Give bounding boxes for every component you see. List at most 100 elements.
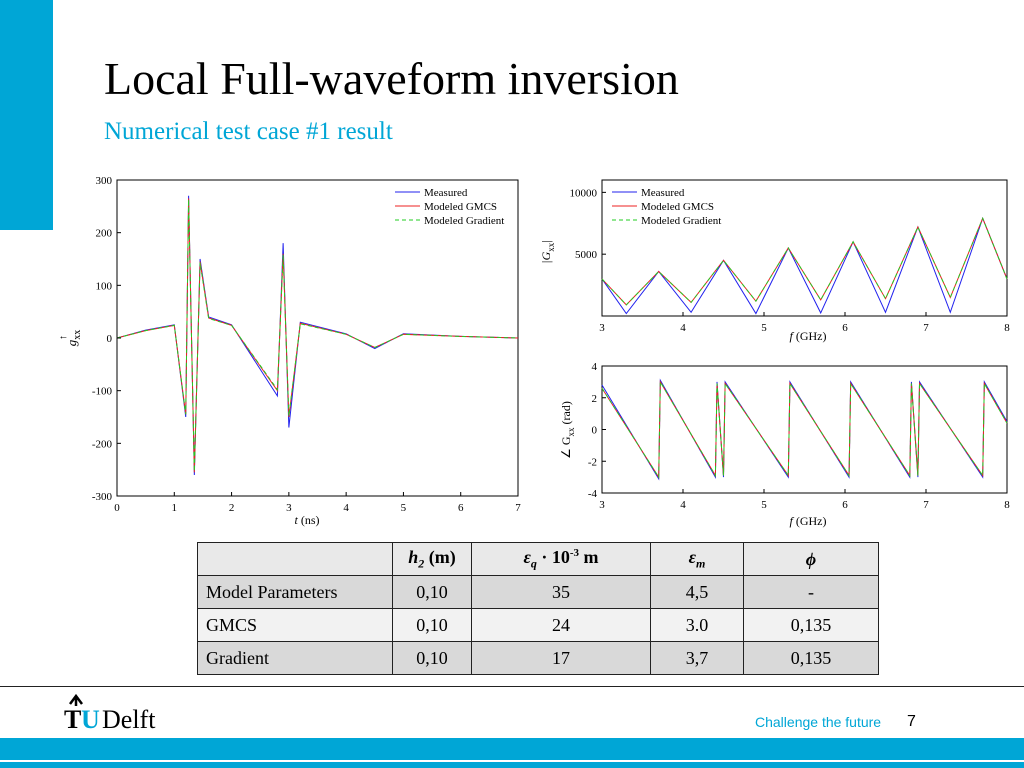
cell-eq: 24 <box>471 608 651 642</box>
x-tick-label: 3 <box>599 499 605 511</box>
tu-delft-logo: T U Delft <box>64 693 156 734</box>
header-phi: ϕ <box>743 542 879 576</box>
cell-h2: 0,10 <box>392 608 472 642</box>
x-tick-labels: 3 4 5 6 7 8 <box>599 312 1010 334</box>
y-tick-label: -4 <box>588 488 598 500</box>
header-empty <box>197 542 393 576</box>
y-axis-label: ∠ Gxx (rad) <box>559 401 576 459</box>
legend-label: Measured <box>641 187 685 199</box>
slide-subtitle: Numerical test case #1 result <box>104 118 393 145</box>
legend-label: Modeled Gradient <box>424 215 504 227</box>
y-tick-label: -200 <box>92 438 113 450</box>
x-tick-labels: 0 1 2 3 4 5 6 7 <box>114 492 521 514</box>
x-tick-label: 5 <box>401 502 407 514</box>
x-tick-label: 4 <box>343 502 349 514</box>
x-tick-label: 6 <box>842 322 848 334</box>
x-tick-label: 7 <box>923 499 929 511</box>
row-label: Model Parameters <box>197 575 393 609</box>
cell-em: 3.0 <box>650 608 744 642</box>
x-tick-label: 8 <box>1004 322 1010 334</box>
cell-h2: 0,10 <box>392 641 472 675</box>
y-tick-label: 10000 <box>570 187 598 199</box>
x-tick-label: 6 <box>458 502 464 514</box>
x-axis-label: f (GHz) <box>790 514 827 528</box>
series-line <box>601 380 1008 479</box>
series-lines <box>116 195 519 475</box>
y-tick-label: -2 <box>588 456 597 468</box>
x-tick-label: 7 <box>923 322 929 334</box>
x-tick-label: 1 <box>172 502 178 514</box>
y-axis-label: |Gxx| <box>539 240 556 263</box>
y-tick-label: 300 <box>96 175 113 187</box>
phase-plot: 3 4 5 6 7 8 4 2 0 -2 -4 f (GHz) ∠ Gxx (rad) <box>559 361 1010 528</box>
x-tick-labels: 3 4 5 6 7 8 <box>599 489 1010 511</box>
header-em: εm <box>650 542 744 576</box>
plot-frame <box>601 365 1008 494</box>
svg-text:T: T <box>64 705 81 734</box>
table-row: Gradient 0,10 17 3,7 0,135 <box>197 641 879 675</box>
y-tick-label: -300 <box>92 491 113 503</box>
y-tick-label: 100 <box>96 280 113 292</box>
legend-label: Modeled GMCS <box>424 201 497 213</box>
cell-eq: 17 <box>471 641 651 675</box>
legend-label: Measured <box>424 187 468 199</box>
table-header-row: h2 (m) εq · 10-3 m εm ϕ <box>197 542 879 576</box>
x-tick-label: 3 <box>599 322 605 334</box>
x-tick-label: 3 <box>286 502 292 514</box>
svg-text:U: U <box>81 705 100 734</box>
table-row: Model Parameters 0,10 35 4,5 - <box>197 575 879 609</box>
accent-bar <box>0 0 53 230</box>
cell-phi: 0,135 <box>743 641 879 675</box>
x-axis-label: f (GHz) <box>790 329 827 343</box>
y-axis-label: gxx ↑ <box>58 330 83 347</box>
table-row: GMCS 0,10 24 3.0 0,135 <box>197 608 879 642</box>
series-lines <box>601 216 1008 315</box>
legend-label: Modeled Gradient <box>641 215 721 227</box>
y-tick-label: -100 <box>92 386 113 398</box>
y-tick-label: 2 <box>592 393 598 405</box>
plot-frame <box>116 179 519 497</box>
svg-text:↑: ↑ <box>58 335 69 340</box>
x-tick-label: 8 <box>1004 499 1010 511</box>
y-tick-label: 200 <box>96 228 113 240</box>
parameters-table: h2 (m) εq · 10-3 m εm ϕ Model Parameters… <box>197 542 879 675</box>
x-tick-label: 0 <box>114 502 120 514</box>
series-line <box>601 216 1008 315</box>
legend-label: Modeled GMCS <box>641 201 714 213</box>
plot-frame <box>601 179 1008 317</box>
y-tick-labels: 4 2 0 -2 -4 <box>588 361 606 500</box>
series-line <box>601 216 1008 306</box>
cell-eq: 35 <box>471 575 651 609</box>
series-line <box>116 199 519 472</box>
x-tick-label: 4 <box>680 499 686 511</box>
footer-divider <box>0 686 1024 687</box>
svg-text:Delft: Delft <box>102 705 156 734</box>
slide-title: Local Full-waveform inversion <box>104 53 679 104</box>
x-tick-label: 7 <box>515 502 521 514</box>
y-tick-label: 0 <box>107 333 113 345</box>
cell-phi: 0,135 <box>743 608 879 642</box>
header-eq: εq · 10-3 m <box>471 542 651 576</box>
cell-h2: 0,10 <box>392 575 472 609</box>
bottom-band-thin <box>0 762 1024 768</box>
x-tick-label: 5 <box>761 322 767 334</box>
series-lines <box>601 378 1008 481</box>
svg-text:∠ Gxx (rad): ∠ Gxx (rad) <box>559 401 576 459</box>
time-domain-plot: 0 1 2 3 4 5 6 7 300 200 100 0 -100 -200 -300 Measured… <box>58 175 521 527</box>
bottom-band <box>0 738 1024 760</box>
cell-phi: - <box>743 575 879 609</box>
y-tick-label: 5000 <box>575 249 598 261</box>
x-tick-label: 6 <box>842 499 848 511</box>
svg-text:gxx: gxx <box>64 330 83 347</box>
row-label: GMCS <box>197 608 393 642</box>
svg-text:|Gxx|: |Gxx| <box>539 240 556 263</box>
x-tick-label: 4 <box>680 322 686 334</box>
x-axis-label: t (ns) <box>294 513 319 527</box>
header-h2: h2 (m) <box>392 542 472 576</box>
y-tick-labels: 300 200 100 0 -100 -200 -300 <box>92 175 121 503</box>
legend: Measured Modeled GMCS Modeled Gradient <box>612 187 721 227</box>
y-tick-label: 4 <box>592 361 598 373</box>
y-tick-label: 0 <box>592 425 598 437</box>
cell-em: 4,5 <box>650 575 744 609</box>
y-tick-labels: 10000 5000 <box>570 187 606 261</box>
